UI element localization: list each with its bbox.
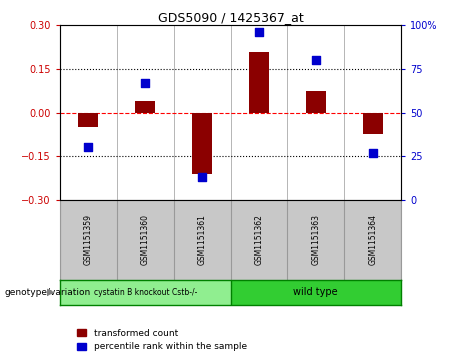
Bar: [306, 91, 326, 113]
Bar: [78, 113, 98, 127]
Legend: transformed count, percentile rank within the sample: transformed count, percentile rank withi…: [74, 325, 250, 355]
Text: GSM1151361: GSM1151361: [198, 214, 207, 265]
Bar: [230, 280, 401, 305]
Point: [369, 150, 376, 155]
Text: GSM1151364: GSM1151364: [368, 214, 377, 265]
Point: [312, 57, 319, 63]
Text: genotype/variation: genotype/variation: [5, 288, 91, 297]
Bar: [363, 113, 383, 134]
Text: GSM1151360: GSM1151360: [141, 214, 150, 265]
Text: GSM1151363: GSM1151363: [311, 214, 320, 265]
Bar: [192, 113, 212, 174]
Text: GSM1151362: GSM1151362: [254, 214, 263, 265]
Text: wild type: wild type: [294, 287, 338, 297]
Bar: [60, 280, 230, 305]
Bar: [249, 52, 269, 113]
Text: cystatin B knockout Cstb-/-: cystatin B knockout Cstb-/-: [94, 288, 197, 297]
Text: ▶: ▶: [47, 287, 54, 297]
Point: [142, 80, 149, 86]
Title: GDS5090 / 1425367_at: GDS5090 / 1425367_at: [158, 11, 303, 24]
Bar: [135, 101, 155, 113]
Point: [85, 144, 92, 150]
Point: [198, 174, 206, 180]
Point: [255, 29, 263, 35]
Text: GSM1151359: GSM1151359: [84, 214, 93, 265]
